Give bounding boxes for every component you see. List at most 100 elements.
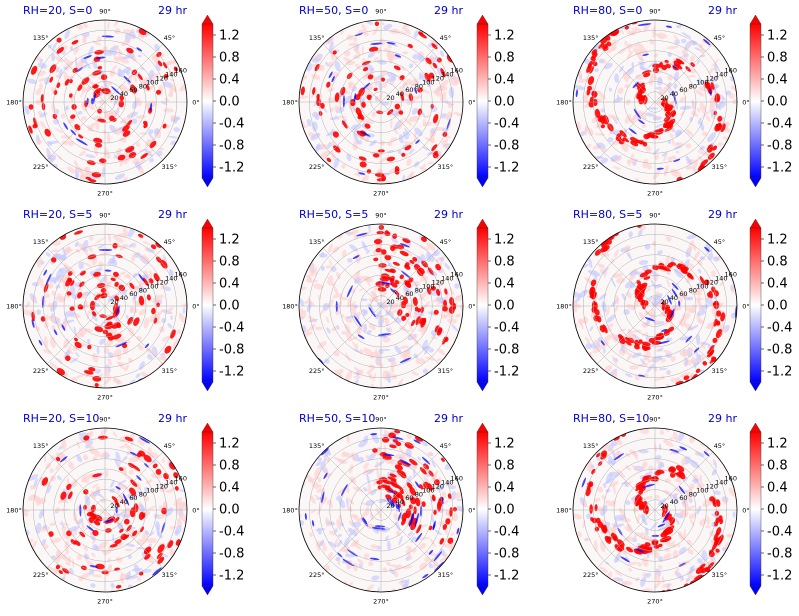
colorbar-tick-label: 0.0 <box>767 299 788 314</box>
colorbar-extend-min <box>476 381 489 392</box>
radial-tick-label: 60 <box>129 494 137 502</box>
colorbar-extend-min <box>749 177 762 188</box>
angular-grid-line <box>380 305 440 365</box>
radial-tick-label: 100 <box>696 282 708 290</box>
radial-tick-label: 160 <box>725 475 737 483</box>
angle-tick-label: 180° <box>282 303 298 311</box>
angle-tick-label: 225° <box>583 367 599 375</box>
radial-tick-label: 100 <box>146 282 158 290</box>
radial-tick-label: 120 <box>706 482 718 490</box>
angle-tick-label: 45° <box>164 442 176 450</box>
colorbar-extend-max <box>201 218 214 229</box>
polar-panel-9: 0°45°90°135°180°225°270°315°20 40 60 80 1001… <box>556 412 792 606</box>
panel-title: RH=80, S=0 <box>573 4 642 17</box>
colorbar-tick-label: 0.4 <box>494 277 515 292</box>
polar-frame <box>572 19 738 185</box>
radial-tick-label: 160 <box>451 271 463 279</box>
colorbar-tick-label: -0.8 <box>767 343 792 358</box>
colorbar-extend-max <box>476 14 489 25</box>
radial-tick-label: 100 <box>422 78 434 86</box>
angle-tick-label: 225° <box>309 367 325 375</box>
panel-time-label: 29 hr <box>708 208 737 221</box>
colorbar-tick-label: 0.0 <box>219 95 240 110</box>
colorbar-extend-max <box>476 422 489 433</box>
radial-tick-label: 40 <box>670 294 678 302</box>
angle-tick-label: 45° <box>714 34 726 42</box>
angle-tick-label: 90° <box>375 8 387 16</box>
colorbar-tick-label: 0.0 <box>494 503 515 518</box>
angle-tick-label: 135° <box>583 34 599 42</box>
angular-grid-line <box>46 43 106 103</box>
colorbar-extend-min <box>201 585 214 596</box>
radial-tick-label: 140 <box>715 479 727 487</box>
polar-frame <box>572 223 738 389</box>
radial-tick-label: 120 <box>156 482 168 490</box>
colorbar-tick-label: -1.2 <box>494 365 519 380</box>
field-texture <box>573 224 737 388</box>
radial-tick-label: 80 <box>415 286 423 294</box>
angle-tick-label: 315° <box>162 367 178 375</box>
colorbar-tick-label: 1.2 <box>767 29 788 44</box>
radial-tick-label: 20 <box>110 298 118 306</box>
radial-tick-label: 60 <box>679 86 687 94</box>
angle-tick-label: 315° <box>712 163 728 171</box>
angular-grid-line <box>46 509 106 569</box>
colorbar-tick-label: 0.0 <box>219 503 240 518</box>
colorbar-tick-label: -1.2 <box>219 365 244 380</box>
field-texture <box>299 429 463 592</box>
radial-tick-label: 80 <box>689 286 697 294</box>
colorbar-tick-label: 1.2 <box>767 437 788 452</box>
colorbar-tick-label: -0.4 <box>767 321 792 336</box>
radial-tick-label: 100 <box>696 78 708 86</box>
colorbar-tick-label: 0.8 <box>494 255 515 270</box>
colorbar-gradient <box>749 23 762 179</box>
colorbar-extend-max <box>749 14 762 25</box>
colorbar-tick-label: -0.4 <box>219 525 244 540</box>
panel-title: RH=50, S=5 <box>299 208 368 221</box>
radial-tick-label: 60 <box>405 86 413 94</box>
panel-time-label: 29 hr <box>708 412 737 425</box>
colorbar: 1.2 0.8 0.4 0.0 -0.4 -0.8 -1.2 <box>476 422 519 596</box>
angle-tick-label: 270° <box>97 598 113 606</box>
radial-tick-label: 20 <box>660 298 668 306</box>
colorbar: 1.2 0.8 0.4 0.0 -0.4 -0.8 -1.2 <box>476 218 519 392</box>
colorbar-tick-label: 0.4 <box>767 73 788 88</box>
colorbar-extend-max <box>201 422 214 433</box>
panel-time-label: 29 hr <box>158 208 187 221</box>
panel-title: RH=20, S=10 <box>23 412 99 425</box>
radial-tick-label: 120 <box>706 278 718 286</box>
colorbar-tick-label: -0.8 <box>767 547 792 562</box>
radial-tick-label: 140 <box>165 71 177 79</box>
panel-time-label: 29 hr <box>434 4 463 17</box>
angle-tick-label: 315° <box>162 571 178 579</box>
angular-grid-line <box>654 43 714 103</box>
angle-tick-label: 90° <box>99 8 111 16</box>
angle-tick-label: 0° <box>742 99 749 107</box>
angular-grid-line <box>104 305 164 365</box>
angular-grid-line <box>596 451 656 511</box>
panel-time-label: 29 hr <box>434 208 463 221</box>
radial-tick-label: 40 <box>670 90 678 98</box>
polar-panel-1: 0°45°90°135°180°225°270°315°20 40 60 80 1001… <box>6 4 244 198</box>
radial-tick-label: 140 <box>715 71 727 79</box>
radial-tick-label: 80 <box>689 82 697 90</box>
angle-tick-label: 270° <box>373 190 389 198</box>
colorbar-tick-label: -0.8 <box>494 547 519 562</box>
colorbar-extend-min <box>476 177 489 188</box>
angle-tick-label: 0° <box>468 303 475 311</box>
radial-tick-label: 140 <box>441 479 453 487</box>
angular-grid-line <box>322 43 382 103</box>
radial-tick-label: 20 <box>660 502 668 510</box>
radial-tick-label: 20 <box>386 94 394 102</box>
radial-tick-label: 20 <box>110 94 118 102</box>
radial-tick-label: 40 <box>396 294 404 302</box>
radial-tick-label: 160 <box>725 271 737 279</box>
radial-tick-label: 140 <box>165 275 177 283</box>
angle-tick-label: 270° <box>373 598 389 606</box>
colorbar-tick-label: 0.0 <box>767 95 788 110</box>
colorbar-tick-label: 0.0 <box>494 299 515 314</box>
angle-tick-label: 225° <box>309 571 325 579</box>
colorbar-tick-label: 0.4 <box>494 73 515 88</box>
angular-grid-line <box>104 509 164 569</box>
